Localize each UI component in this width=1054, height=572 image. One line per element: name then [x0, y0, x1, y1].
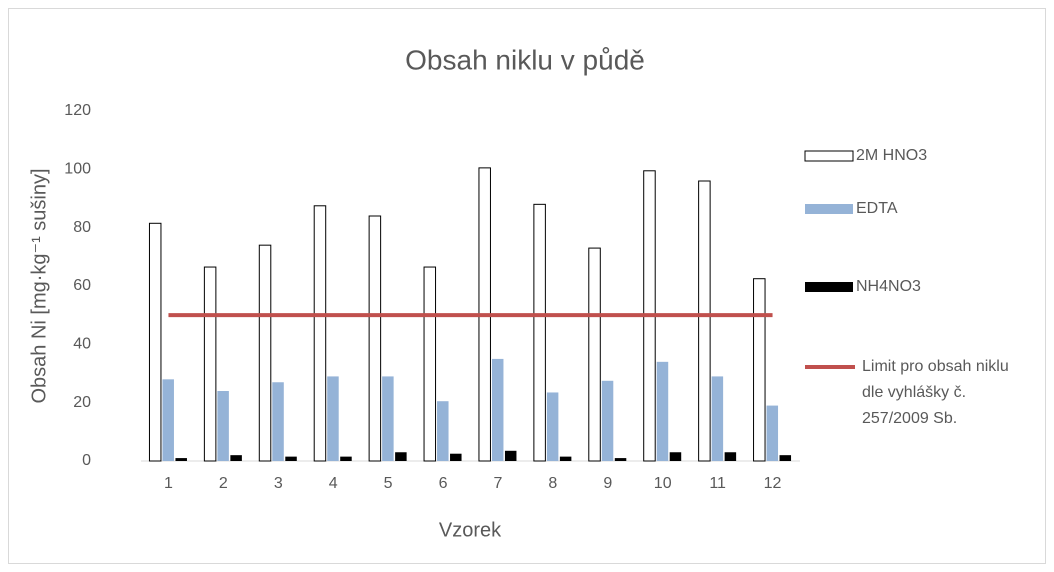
- y-tick-label: 100: [64, 161, 91, 178]
- bar: [258, 244, 272, 462]
- bar: [533, 203, 546, 462]
- y-axis-label: Obsah Ni [mg·kg⁻¹ sušiny]: [28, 168, 50, 403]
- bar: [423, 266, 437, 462]
- bar: [368, 215, 382, 462]
- legend-label: Limit pro obsah niklu dle vyhlášky č. 25…: [862, 358, 1009, 427]
- x-tick-label: 10: [654, 475, 672, 492]
- y-tick-label: 0: [82, 452, 91, 469]
- bar: [327, 376, 339, 461]
- bar: [724, 452, 737, 461]
- bar: [491, 358, 504, 461]
- chart-border: [8, 8, 1046, 564]
- x-tick-label: 4: [329, 475, 338, 492]
- x-tick-label: 8: [548, 475, 557, 492]
- bar: [614, 458, 627, 461]
- legend-swatch: [804, 150, 854, 162]
- bar: [395, 452, 407, 461]
- y-tick-label: 120: [64, 102, 91, 119]
- bar: [162, 379, 174, 461]
- bar: [656, 361, 669, 461]
- x-tick-label: 12: [764, 475, 782, 492]
- bar: [766, 405, 779, 461]
- y-tick-label: 40: [73, 336, 91, 353]
- bar: [601, 380, 614, 461]
- bar: [698, 180, 711, 462]
- x-tick-label: 7: [494, 475, 503, 492]
- bar: [230, 455, 242, 461]
- y-tick-label: 80: [73, 219, 91, 236]
- bar: [285, 456, 297, 461]
- bar: [711, 376, 724, 461]
- bar: [175, 458, 187, 461]
- x-tick-label: 2: [219, 475, 228, 492]
- bar: [559, 456, 572, 461]
- chart-title: Obsah niklu v půdě: [405, 44, 645, 75]
- x-tick-label: 1: [164, 475, 173, 492]
- y-tick-label: 20: [73, 394, 91, 411]
- bar: [313, 205, 327, 462]
- bar: [450, 453, 462, 461]
- y-tick-label: 60: [73, 277, 91, 294]
- legend-label: 2M HNO3: [856, 147, 928, 164]
- bar: [546, 392, 559, 461]
- x-tick-label: 11: [709, 475, 726, 492]
- bar: [504, 450, 517, 461]
- bar: [272, 382, 284, 461]
- bar: [437, 401, 449, 461]
- legend-swatch: [805, 282, 853, 292]
- x-tick-label: 3: [274, 475, 283, 492]
- bar: [203, 266, 217, 462]
- x-tick-label: 9: [603, 475, 612, 492]
- legend-swatch: [805, 204, 853, 214]
- bar: [148, 222, 162, 462]
- legend-label: EDTA: [856, 200, 898, 217]
- legend-label: NH4NO3: [856, 278, 921, 295]
- x-tick-label: 5: [384, 475, 393, 492]
- bar: [217, 391, 229, 461]
- bar: [753, 278, 766, 462]
- bar: [669, 452, 682, 461]
- x-tick-label: 6: [439, 475, 448, 492]
- bar: [588, 247, 601, 462]
- bar: [779, 455, 792, 461]
- bar: [340, 456, 352, 461]
- x-axis-label: Vzorek: [439, 519, 502, 541]
- bar: [382, 376, 394, 461]
